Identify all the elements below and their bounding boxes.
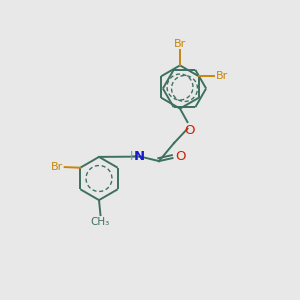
- Text: N: N: [134, 149, 145, 163]
- Text: CH₃: CH₃: [91, 217, 110, 227]
- Text: O: O: [184, 124, 195, 136]
- Text: H: H: [129, 149, 138, 163]
- Text: O: O: [175, 150, 185, 163]
- Text: Br: Br: [216, 71, 228, 81]
- Text: Br: Br: [51, 162, 63, 172]
- Text: Br: Br: [174, 39, 186, 49]
